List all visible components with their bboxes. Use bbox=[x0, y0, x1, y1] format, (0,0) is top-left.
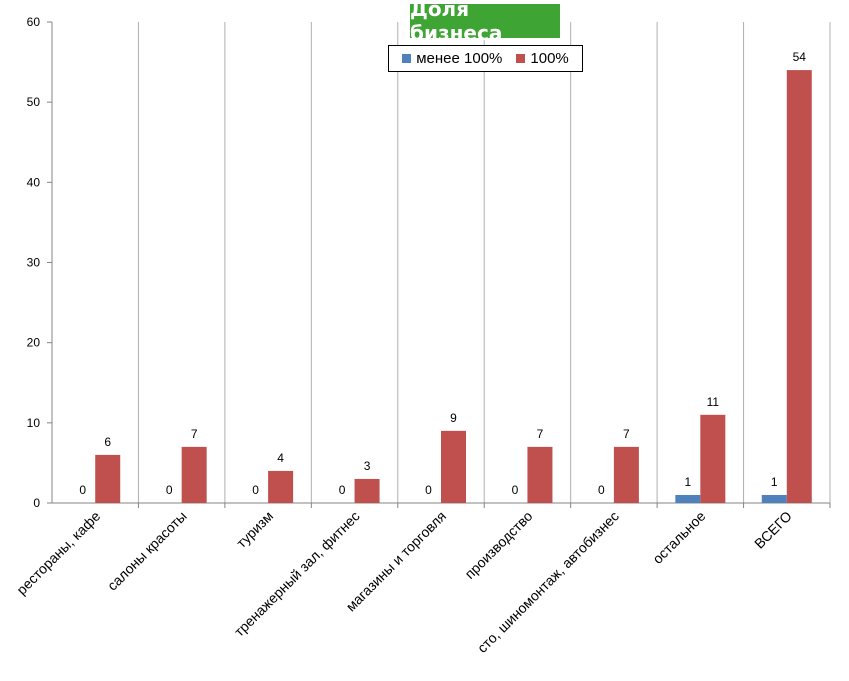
legend-label-series-0: менее 100% bbox=[416, 50, 503, 67]
legend-swatch-series-1 bbox=[516, 54, 526, 63]
y-tick-label: 30 bbox=[27, 256, 41, 270]
data-label-series-0: 0 bbox=[425, 483, 432, 497]
data-label-series-0: 1 bbox=[771, 475, 778, 489]
x-tick-label: остальное bbox=[649, 508, 708, 567]
data-label-series-0: 0 bbox=[512, 483, 519, 497]
data-label-series-1: 7 bbox=[537, 427, 544, 441]
bar-series-1 bbox=[613, 446, 639, 503]
bar-series-1 bbox=[441, 430, 466, 503]
bar-series-0 bbox=[675, 494, 701, 503]
data-label-series-1: 7 bbox=[623, 427, 630, 441]
data-label-series-0: 0 bbox=[252, 483, 259, 497]
data-label-series-0: 0 bbox=[598, 483, 605, 497]
data-label-series-1: 6 bbox=[104, 435, 111, 449]
y-tick-label: 40 bbox=[27, 175, 41, 189]
x-tick-label: производство bbox=[461, 508, 535, 582]
bar-series-1 bbox=[786, 70, 812, 503]
legend-label-series-1: 100% bbox=[530, 50, 569, 67]
bar-series-1 bbox=[700, 414, 726, 503]
y-tick-label: 0 bbox=[33, 496, 40, 510]
y-tick-label: 20 bbox=[27, 336, 41, 350]
data-label-series-1: 11 bbox=[707, 395, 720, 409]
data-label-series-0: 0 bbox=[339, 483, 346, 497]
bar-series-1 bbox=[527, 446, 553, 503]
x-tick-label: ВСЕГО bbox=[751, 508, 795, 552]
legend-item-series-0: менее 100% bbox=[402, 50, 502, 67]
y-tick-label: 50 bbox=[27, 95, 41, 109]
bar-series-1 bbox=[268, 470, 294, 503]
x-tick-label: магазины и торговля bbox=[343, 508, 450, 615]
chart-title: Доля бизнеса bbox=[410, 0, 560, 45]
x-tick-label: салоны красоты bbox=[104, 508, 190, 594]
bar-series-0 bbox=[761, 494, 787, 503]
y-tick-label: 60 bbox=[27, 15, 41, 29]
bar-series-1 bbox=[354, 478, 380, 503]
data-label-series-0: 0 bbox=[79, 483, 86, 497]
legend-swatch-series-0 bbox=[402, 54, 412, 63]
x-tick-label: туризм bbox=[233, 508, 276, 551]
data-label-series-1: 54 bbox=[793, 50, 807, 64]
data-label-series-0: 0 bbox=[166, 483, 173, 497]
data-label-series-1: 3 bbox=[364, 459, 371, 473]
bar-series-1 bbox=[181, 446, 207, 503]
legend: менее 100% 100% bbox=[388, 45, 583, 72]
legend-item-series-1: 100% bbox=[516, 50, 569, 67]
data-label-series-1: 4 bbox=[277, 451, 284, 465]
x-tick-label: рестораны, кафе bbox=[13, 508, 103, 598]
x-tick-label: сто, шиномонтаж, автобизнес bbox=[474, 508, 622, 656]
y-tick-label: 10 bbox=[27, 416, 41, 430]
data-label-series-0: 1 bbox=[684, 475, 691, 489]
data-label-series-1: 7 bbox=[191, 427, 198, 441]
bar-series-1 bbox=[95, 454, 121, 503]
data-label-series-1: 9 bbox=[450, 411, 457, 425]
